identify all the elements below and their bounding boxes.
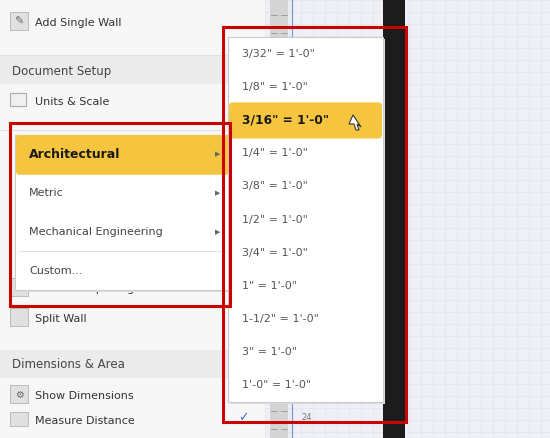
Text: Document Setup: Document Setup xyxy=(12,64,111,78)
Text: ⚙: ⚙ xyxy=(15,390,23,400)
FancyBboxPatch shape xyxy=(10,12,28,30)
FancyBboxPatch shape xyxy=(230,39,385,404)
FancyBboxPatch shape xyxy=(15,135,230,290)
Text: 3/16" = 1'-0": 3/16" = 1'-0" xyxy=(242,113,329,127)
FancyBboxPatch shape xyxy=(0,350,245,378)
FancyBboxPatch shape xyxy=(265,0,550,438)
Text: ▶: ▶ xyxy=(215,190,221,196)
FancyBboxPatch shape xyxy=(270,0,288,438)
Text: 1'-0" = 1'-0": 1'-0" = 1'-0" xyxy=(242,381,311,390)
FancyBboxPatch shape xyxy=(16,135,229,175)
FancyBboxPatch shape xyxy=(10,93,26,106)
Text: Measure Distance: Measure Distance xyxy=(35,416,135,426)
FancyBboxPatch shape xyxy=(10,385,28,403)
FancyBboxPatch shape xyxy=(0,56,245,84)
Text: 1-1/2" = 1'-0": 1-1/2" = 1'-0" xyxy=(242,314,319,324)
FancyBboxPatch shape xyxy=(229,102,382,138)
Text: 3" = 1'-0": 3" = 1'-0" xyxy=(242,347,297,357)
Text: Mechanical Engineering: Mechanical Engineering xyxy=(29,227,163,237)
Text: 3/8" = 1'-0": 3/8" = 1'-0" xyxy=(242,181,308,191)
Text: Show Dimensions: Show Dimensions xyxy=(35,391,134,401)
FancyBboxPatch shape xyxy=(383,0,405,438)
Text: 3/32" = 1'-0": 3/32" = 1'-0" xyxy=(242,49,315,59)
FancyBboxPatch shape xyxy=(228,37,383,402)
Text: 3/4" = 1'-0": 3/4" = 1'-0" xyxy=(242,247,308,258)
Text: Dimensions & Area: Dimensions & Area xyxy=(12,358,125,371)
FancyBboxPatch shape xyxy=(10,412,28,426)
Text: ✓: ✓ xyxy=(238,411,248,424)
FancyBboxPatch shape xyxy=(17,137,232,292)
Text: Add Single Wall: Add Single Wall xyxy=(35,18,122,28)
Text: 24: 24 xyxy=(302,413,312,423)
FancyBboxPatch shape xyxy=(0,0,405,438)
Text: Add Wall Opening: Add Wall Opening xyxy=(35,284,134,294)
Text: Custom...: Custom... xyxy=(29,265,82,276)
Text: Architectural: Architectural xyxy=(29,148,120,161)
FancyBboxPatch shape xyxy=(10,308,28,326)
Text: Metric: Metric xyxy=(29,188,64,198)
Text: 1/8" = 1'-0": 1/8" = 1'-0" xyxy=(242,82,308,92)
Text: ▶: ▶ xyxy=(215,229,221,235)
Text: 1/4" = 1'-0": 1/4" = 1'-0" xyxy=(242,148,308,158)
Text: ▶: ▶ xyxy=(215,152,221,157)
Polygon shape xyxy=(349,115,361,130)
Text: Split Wall: Split Wall xyxy=(35,314,87,324)
FancyBboxPatch shape xyxy=(10,278,28,296)
Text: ⬆: ⬆ xyxy=(15,283,23,293)
Text: 1/2" = 1'-0": 1/2" = 1'-0" xyxy=(242,215,308,225)
Text: Units & Scale: Units & Scale xyxy=(35,97,109,107)
Text: ✎: ✎ xyxy=(14,17,24,27)
Text: 1" = 1'-0": 1" = 1'-0" xyxy=(242,281,297,291)
